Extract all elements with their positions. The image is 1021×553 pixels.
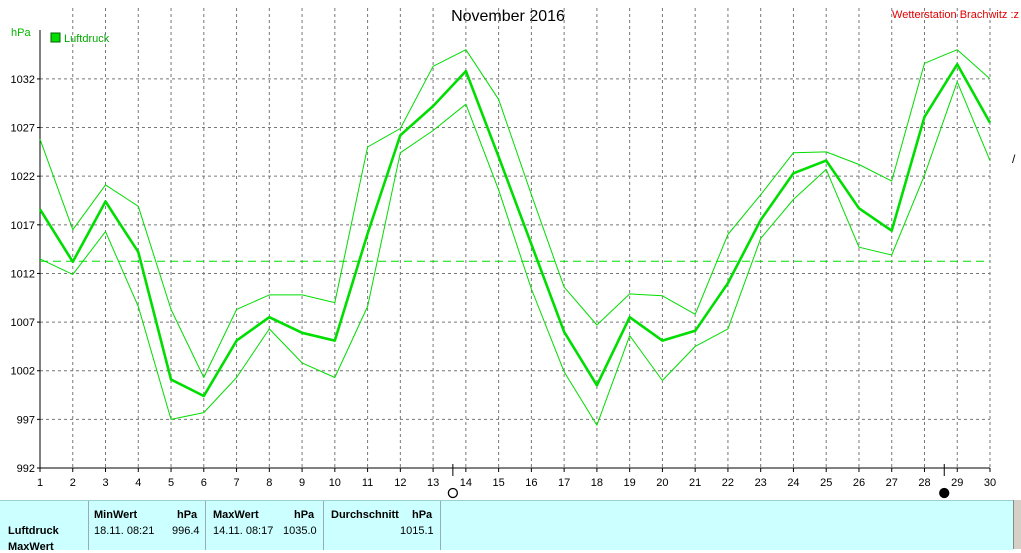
series-line-max <box>39 49 991 378</box>
y-tick-label: 992 <box>17 463 35 475</box>
x-tick-label: 18 <box>591 477 603 489</box>
series-line-min <box>39 81 991 426</box>
series-line-mean <box>38 63 992 398</box>
x-tick-label: 21 <box>689 477 701 489</box>
station-name: Wetterstation Brachwitz :z <box>892 9 1019 21</box>
min-unit: hPa <box>177 509 198 521</box>
row-label-maxwert: MaxWert <box>8 541 54 553</box>
x-tick-label: 25 <box>820 477 832 489</box>
edge-mark: / <box>1012 152 1016 166</box>
avg-header: Durchschnitt <box>331 509 399 521</box>
x-tick-label: 28 <box>918 477 930 489</box>
x-tick-label: 13 <box>427 477 439 489</box>
stats-panel: Luftdruck MaxWert MinWert hPa 18.11. 08:… <box>0 500 1014 553</box>
y-axis-unit: hPa <box>11 27 31 39</box>
max-time: 14.11. 08:17 <box>213 525 274 537</box>
y-tick-label: 1022 <box>11 171 35 183</box>
x-tick-label: 6 <box>201 477 207 489</box>
x-tick-label: 17 <box>558 477 570 489</box>
y-tick-label: 1012 <box>11 268 35 280</box>
y-tick-label: 1017 <box>11 220 35 232</box>
x-tick-label: 26 <box>853 477 865 489</box>
x-tick-label: 9 <box>299 477 305 489</box>
y-tick-label: 1002 <box>11 366 35 378</box>
x-tick-label: 30 <box>984 477 996 489</box>
max-value: 1035.0 <box>283 525 317 537</box>
x-tick-label: 14 <box>460 477 472 489</box>
x-tick-label: 19 <box>624 477 636 489</box>
x-tick-label: 2 <box>70 477 76 489</box>
y-tick-label: 1032 <box>11 74 35 86</box>
x-tick-label: 11 <box>362 477 373 489</box>
min-value: 996.4 <box>172 525 200 537</box>
x-tick-label: 4 <box>135 477 141 489</box>
avg-value: 1015.1 <box>400 525 434 537</box>
x-tick-label: 1 <box>37 477 43 489</box>
legend-swatch <box>50 32 61 43</box>
min-time: 18.11. 08:21 <box>94 525 155 537</box>
stats-max-column: MaxWert hPa 14.11. 08:17 1035.0 <box>205 501 324 550</box>
grid-layer <box>40 8 991 468</box>
x-tick-label: 8 <box>266 477 272 489</box>
y-tick-label: 1007 <box>11 317 35 329</box>
avg-unit: hPa <box>412 509 433 521</box>
max-header: MaxWert <box>213 509 259 521</box>
row-label-luftdruck: Luftdruck <box>8 525 59 537</box>
y-tick-label: 1027 <box>11 123 35 135</box>
x-tick-label: 3 <box>102 477 108 489</box>
x-tick-label: 29 <box>951 477 963 489</box>
stats-min-column: MinWert hPa 18.11. 08:21 996.4 <box>88 501 206 550</box>
x-tick-label: 22 <box>722 477 734 489</box>
x-tick-label: 5 <box>168 477 174 489</box>
pressure-chart: November 2016 Wetterstation Brachwitz :z… <box>11 8 1019 499</box>
x-tick-label: 23 <box>755 477 767 489</box>
y-tick-label: 997 <box>17 414 35 426</box>
stats-empty-area <box>440 501 1014 550</box>
stats-row-labels: Luftdruck MaxWert <box>0 501 88 553</box>
legend-label: Luftdruck <box>64 33 110 45</box>
x-tick-label: 10 <box>329 477 341 489</box>
x-tick-label: 24 <box>787 477 799 489</box>
series-layer <box>38 49 992 426</box>
x-tick-label: 7 <box>233 477 239 489</box>
max-unit: hPa <box>294 509 315 521</box>
new-moon-icon <box>939 487 950 499</box>
x-tick-label: 12 <box>394 477 406 489</box>
min-header: MinWert <box>94 509 138 521</box>
vertical-scrollbar[interactable] <box>1013 500 1021 549</box>
x-tick-label: 27 <box>886 477 898 489</box>
stats-avg-column: Durchschnitt hPa 1015.1 <box>323 501 441 550</box>
full-moon-icon <box>447 487 459 499</box>
x-tick-label: 16 <box>525 477 537 489</box>
chart-title: November 2016 <box>451 8 565 25</box>
x-tick-label: 15 <box>492 477 504 489</box>
moon-markers <box>447 464 950 499</box>
x-tick-label: 20 <box>656 477 668 489</box>
